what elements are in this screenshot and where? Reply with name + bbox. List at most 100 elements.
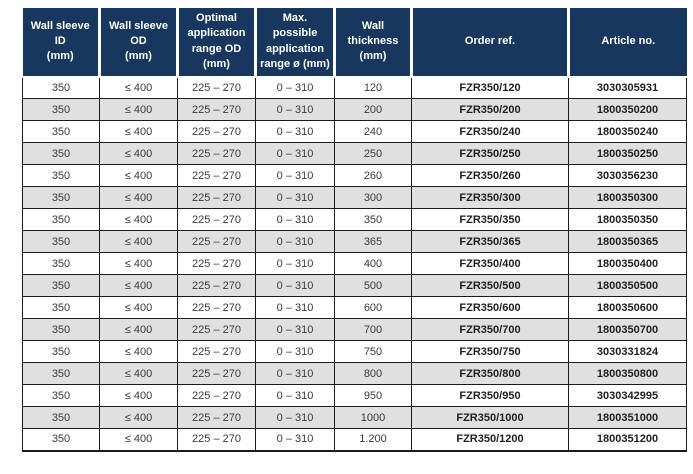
cell-optimal-range-od: 225 – 270: [177, 252, 256, 276]
column-header-optimal-range-od: Optimal application range OD (mm): [177, 8, 257, 78]
cell-max-range: 0 – 310: [255, 142, 335, 166]
spec-table: Wall sleeve ID (mm) Wall sleeve OD (mm) …: [22, 8, 687, 452]
cell-wall-thickness: 750: [334, 340, 412, 364]
cell-wall-sleeve-od: ≤ 400: [99, 428, 178, 452]
spec-table-container: Wall sleeve ID (mm) Wall sleeve OD (mm) …: [22, 8, 687, 452]
cell-wall-sleeve-id: 350: [22, 98, 100, 122]
cell-wall-sleeve-id: 350: [22, 406, 100, 430]
cell-wall-sleeve-id: 350: [22, 142, 100, 166]
cell-article-no: 1800351200: [568, 428, 687, 452]
cell-order-ref: FZR350/300: [411, 186, 569, 210]
cell-max-range: 0 – 310: [255, 98, 335, 122]
column-header-wall-thickness: Wall thickness (mm): [334, 8, 413, 78]
column-header-wall-sleeve-id: Wall sleeve ID (mm): [22, 8, 101, 78]
cell-order-ref: FZR350/365: [411, 230, 569, 254]
cell-max-range: 0 – 310: [255, 252, 335, 276]
column-header-max-range: Max. possible application range ø (mm): [255, 8, 336, 78]
cell-article-no: 1800350800: [568, 362, 687, 386]
cell-article-no: 3030356230: [568, 164, 687, 188]
table-row: 350 ≤ 400 225 – 270 0 – 310 200 FZR350/200 180…: [22, 98, 687, 122]
cell-optimal-range-od: 225 – 270: [177, 120, 256, 144]
cell-optimal-range-od: 225 – 270: [177, 142, 256, 166]
cell-wall-sleeve-od: ≤ 400: [99, 274, 178, 298]
cell-max-range: 0 – 310: [255, 120, 335, 144]
cell-wall-sleeve-od: ≤ 400: [99, 384, 178, 408]
cell-optimal-range-od: 225 – 270: [177, 98, 256, 122]
cell-wall-sleeve-id: 350: [22, 76, 100, 100]
cell-wall-thickness: 350: [334, 208, 412, 232]
cell-wall-thickness: 1.200: [334, 428, 412, 452]
column-header-order-ref: Order ref.: [411, 8, 570, 78]
cell-wall-sleeve-od: ≤ 400: [99, 318, 178, 342]
cell-wall-thickness: 400: [334, 252, 412, 276]
cell-article-no: 3030342995: [568, 384, 687, 408]
cell-wall-sleeve-id: 350: [22, 296, 100, 320]
table-row: 350 ≤ 400 225 – 270 0 – 310 950 FZR350/950 303…: [22, 384, 687, 408]
cell-article-no: 1800350400: [568, 252, 687, 276]
cell-wall-sleeve-od: ≤ 400: [99, 252, 178, 276]
cell-max-range: 0 – 310: [255, 428, 335, 452]
cell-wall-sleeve-id: 350: [22, 120, 100, 144]
cell-max-range: 0 – 310: [255, 384, 335, 408]
table-body: 350 ≤ 400 225 – 270 0 – 310 120 FZR350/120 303…: [22, 76, 687, 452]
table-row: 350 ≤ 400 225 – 270 0 – 310 400 FZR350/400 180…: [22, 252, 687, 276]
cell-wall-thickness: 200: [334, 98, 412, 122]
table-row: 350 ≤ 400 225 – 270 0 – 310 365 FZR350/365 180…: [22, 230, 687, 254]
cell-wall-sleeve-id: 350: [22, 164, 100, 188]
cell-article-no: 3030331824: [568, 340, 687, 364]
cell-max-range: 0 – 310: [255, 186, 335, 210]
cell-order-ref: FZR350/240: [411, 120, 569, 144]
cell-article-no: 1800350700: [568, 318, 687, 342]
cell-article-no: 1800350350: [568, 208, 687, 232]
table-row: 350 ≤ 400 225 – 270 0 – 310 260 FZR350/260 303…: [22, 164, 687, 188]
table-row: 350 ≤ 400 225 – 270 0 – 310 250 FZR350/250 180…: [22, 142, 687, 166]
table-row: 350 ≤ 400 225 – 270 0 – 310 300 FZR350/300 180…: [22, 186, 687, 210]
table-row: 350 ≤ 400 225 – 270 0 – 310 1000 FZR350/1000 1…: [22, 406, 687, 430]
cell-wall-sleeve-od: ≤ 400: [99, 340, 178, 364]
cell-order-ref: FZR350/260: [411, 164, 569, 188]
cell-order-ref: FZR350/1200: [411, 428, 569, 452]
cell-article-no: 1800350250: [568, 142, 687, 166]
cell-wall-sleeve-od: ≤ 400: [99, 98, 178, 122]
cell-order-ref: FZR350/950: [411, 384, 569, 408]
cell-wall-thickness: 600: [334, 296, 412, 320]
cell-wall-thickness: 950: [334, 384, 412, 408]
cell-wall-sleeve-id: 350: [22, 318, 100, 342]
header-row: Wall sleeve ID (mm) Wall sleeve OD (mm) …: [22, 8, 687, 78]
table-row: 350 ≤ 400 225 – 270 0 – 310 700 FZR350/700 180…: [22, 318, 687, 342]
cell-order-ref: FZR350/250: [411, 142, 569, 166]
table-row: 350 ≤ 400 225 – 270 0 – 310 1.200 FZR350/1200…: [22, 428, 687, 452]
cell-order-ref: FZR350/120: [411, 76, 569, 100]
table-header: Wall sleeve ID (mm) Wall sleeve OD (mm) …: [22, 8, 687, 78]
table-row: 350 ≤ 400 225 – 270 0 – 310 600 FZR350/600 180…: [22, 296, 687, 320]
cell-wall-sleeve-id: 350: [22, 274, 100, 298]
cell-wall-sleeve-id: 350: [22, 384, 100, 408]
cell-order-ref: FZR350/200: [411, 98, 569, 122]
cell-wall-sleeve-id: 350: [22, 362, 100, 386]
cell-wall-sleeve-od: ≤ 400: [99, 362, 178, 386]
table-row: 350 ≤ 400 225 – 270 0 – 310 120 FZR350/120 303…: [22, 76, 687, 100]
cell-max-range: 0 – 310: [255, 230, 335, 254]
cell-wall-thickness: 240: [334, 120, 412, 144]
cell-wall-sleeve-id: 350: [22, 340, 100, 364]
cell-article-no: 1800350200: [568, 98, 687, 122]
cell-wall-sleeve-od: ≤ 400: [99, 208, 178, 232]
cell-max-range: 0 – 310: [255, 362, 335, 386]
cell-order-ref: FZR350/800: [411, 362, 569, 386]
cell-wall-thickness: 365: [334, 230, 412, 254]
table-row: 350 ≤ 400 225 – 270 0 – 310 500 FZR350/500 180…: [22, 274, 687, 298]
cell-order-ref: FZR350/750: [411, 340, 569, 364]
cell-optimal-range-od: 225 – 270: [177, 362, 256, 386]
cell-max-range: 0 – 310: [255, 208, 335, 232]
cell-max-range: 0 – 310: [255, 340, 335, 364]
cell-optimal-range-od: 225 – 270: [177, 340, 256, 364]
cell-wall-thickness: 800: [334, 362, 412, 386]
cell-optimal-range-od: 225 – 270: [177, 186, 256, 210]
cell-max-range: 0 – 310: [255, 318, 335, 342]
cell-article-no: 1800350365: [568, 230, 687, 254]
cell-optimal-range-od: 225 – 270: [177, 384, 256, 408]
table-row: 350 ≤ 400 225 – 270 0 – 310 350 FZR350/350 180…: [22, 208, 687, 232]
cell-wall-sleeve-od: ≤ 400: [99, 120, 178, 144]
cell-wall-sleeve-id: 350: [22, 230, 100, 254]
cell-article-no: 1800350500: [568, 274, 687, 298]
